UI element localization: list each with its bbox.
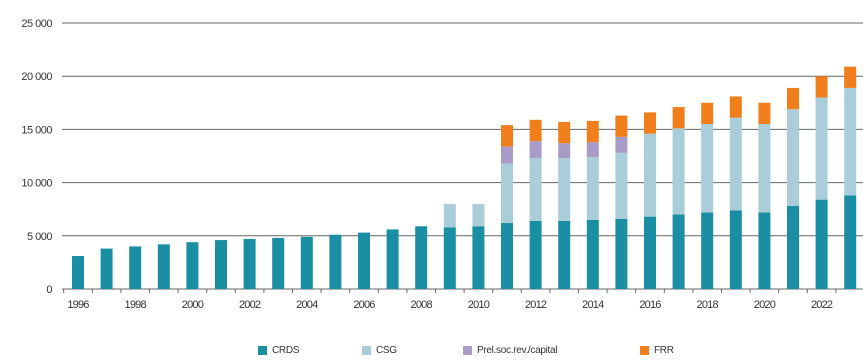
y-tick-label: 25 000 <box>21 18 52 30</box>
bar-crds-2014 <box>586 219 599 289</box>
x-tick-label: 2022 <box>811 299 833 311</box>
bar-csg-2020 <box>758 124 771 213</box>
bar-crds-2021 <box>787 206 799 289</box>
bar-csg-2010 <box>472 203 485 227</box>
bar-csg-2022 <box>815 97 828 200</box>
legend: CRDS CSG Prel.soc.rev./capital FRR <box>0 343 863 363</box>
bar-crds-2013 <box>558 220 571 289</box>
x-tick-label: 2018 <box>697 299 719 311</box>
bar-csg-2021 <box>787 109 799 207</box>
legend-item: Prel.soc.rev./capital <box>463 345 558 356</box>
bar-crds-2007 <box>386 229 399 289</box>
bar-prel-soc-rev-capital-2012 <box>529 141 542 159</box>
gridlines <box>62 22 863 293</box>
x-axis-ticks: 1996 1998 2000 2002 2004 2006 2008 2010 2012 2014… <box>67 299 833 311</box>
bar-frr-2013 <box>558 121 571 144</box>
y-tick-label: 20 000 <box>21 71 52 83</box>
bar-crds-2012 <box>529 220 542 289</box>
x-tick-label: 2016 <box>639 299 661 311</box>
bar-frr-2022 <box>815 76 828 98</box>
x-tick-label: 1996 <box>67 299 89 311</box>
bar-csg-2018 <box>701 124 714 213</box>
bar-crds-2015 <box>615 218 628 289</box>
legend-label: FRR <box>654 345 674 356</box>
bar-frr-2011 <box>501 125 513 147</box>
bar-frr-2016 <box>644 112 656 134</box>
bar-prel-soc-rev-capital-2013 <box>558 143 571 159</box>
bar-crds-2023 <box>844 195 857 289</box>
bar-crds-2008 <box>415 226 428 289</box>
bar-frr-2023 <box>844 66 857 88</box>
legend-swatch <box>258 346 267 355</box>
bar-frr-2014 <box>586 120 599 143</box>
y-tick-label: 15 000 <box>21 124 52 136</box>
bar-csg-2012 <box>529 158 542 221</box>
bar-csg-2009 <box>443 203 456 228</box>
bar-csg-2017 <box>672 128 685 215</box>
bar-crds-2009 <box>443 227 456 289</box>
bar-crds-2003 <box>272 237 285 289</box>
x-tick-label: 2010 <box>468 299 490 311</box>
bar-csg-2014 <box>586 157 599 220</box>
bar-frr-2020 <box>758 102 771 125</box>
legend-item: CSG <box>362 345 397 356</box>
bar-crds-2019 <box>729 210 742 289</box>
bar-crds-1998 <box>129 246 142 289</box>
bar-frr-2017 <box>672 107 685 129</box>
bar-frr-2015 <box>615 115 628 137</box>
bar-csg-2019 <box>729 117 742 211</box>
legend-swatch <box>640 346 649 355</box>
y-axis-ticks: 0 5 000 10 000 15 000 20 000 25 000 <box>21 18 53 296</box>
bars <box>72 66 857 289</box>
bar-prel-soc-rev-capital-2011 <box>501 146 513 164</box>
bar-csg-2011 <box>501 163 513 224</box>
legend-item: CRDS <box>258 345 299 356</box>
bar-crds-2011 <box>501 223 513 289</box>
stacked-bar-chart: 0 5 000 10 000 15 000 20 000 25 000 1996 1998 2… <box>21 18 863 311</box>
bar-prel-soc-rev-capital-2015 <box>615 136 628 153</box>
bar-crds-2002 <box>243 238 256 289</box>
x-tick-label: 2014 <box>582 299 604 311</box>
bar-crds-2016 <box>644 216 656 289</box>
bar-frr-2021 <box>787 87 799 110</box>
bar-frr-2012 <box>529 119 542 142</box>
bar-crds-1999 <box>157 244 170 289</box>
y-tick-label: 10 000 <box>21 178 52 190</box>
bar-frr-2019 <box>729 96 742 118</box>
x-tick-label: 2000 <box>182 299 204 311</box>
x-tick-label: 2002 <box>239 299 261 311</box>
bar-crds-2017 <box>672 214 685 289</box>
bar-crds-2001 <box>215 240 227 289</box>
legend-swatch <box>362 346 371 355</box>
bar-crds-2018 <box>701 212 714 289</box>
x-tick-label: 2012 <box>525 299 547 311</box>
bar-crds-2006 <box>358 232 370 289</box>
legend-label: CSG <box>376 345 397 356</box>
bar-crds-2000 <box>186 242 199 289</box>
y-tick-label: 0 <box>46 284 52 296</box>
bar-csg-2016 <box>644 133 656 217</box>
y-tick-label: 5 000 <box>27 231 52 243</box>
bar-csg-2013 <box>558 158 571 221</box>
bar-csg-2015 <box>615 152 628 219</box>
bar-crds-2005 <box>329 234 342 289</box>
x-tick-label: 2006 <box>353 299 375 311</box>
bar-crds-2004 <box>300 236 313 289</box>
legend-item: FRR <box>640 345 674 356</box>
bar-frr-2018 <box>701 102 714 125</box>
bar-crds-1997 <box>100 248 113 289</box>
legend-swatch <box>463 346 472 355</box>
x-tick-label: 2004 <box>296 299 318 311</box>
bar-prel-soc-rev-capital-2014 <box>586 142 599 158</box>
bar-crds-1996 <box>72 256 84 289</box>
bar-crds-2022 <box>815 199 828 289</box>
bar-crds-2010 <box>472 226 485 289</box>
x-tick-label: 1998 <box>125 299 147 311</box>
bar-crds-2020 <box>758 212 771 289</box>
x-tick-label: 2008 <box>411 299 433 311</box>
legend-label: Prel.soc.rev./capital <box>477 345 558 356</box>
legend-label: CRDS <box>272 345 300 356</box>
x-tick-label: 2020 <box>754 299 776 311</box>
bar-csg-2023 <box>844 87 857 196</box>
